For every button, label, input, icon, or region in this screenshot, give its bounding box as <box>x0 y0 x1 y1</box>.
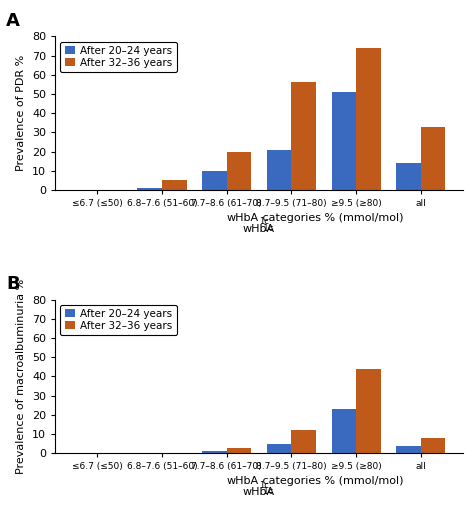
Text: wHbA: wHbA <box>243 487 275 497</box>
Text: A: A <box>6 12 20 30</box>
Legend: After 20–24 years, After 32–36 years: After 20–24 years, After 32–36 years <box>60 305 177 335</box>
Y-axis label: Prevalence of PDR %: Prevalence of PDR % <box>17 55 27 171</box>
Bar <box>356 369 381 453</box>
Text: wHbA: wHbA <box>243 224 275 234</box>
Text: 1c: 1c <box>259 481 269 489</box>
Bar <box>137 188 162 190</box>
Bar <box>202 451 227 453</box>
Bar <box>421 126 446 190</box>
Bar <box>292 82 316 190</box>
Bar <box>331 92 356 190</box>
Bar <box>227 448 251 453</box>
Text: 1c: 1c <box>245 224 273 233</box>
Text: 1c: 1c <box>245 487 273 496</box>
Text: B: B <box>6 276 20 293</box>
Bar <box>267 150 292 190</box>
Bar <box>396 163 421 190</box>
Bar <box>292 430 316 453</box>
Text: categories % (mmol/mol): categories % (mmol/mol) <box>259 213 403 223</box>
Bar <box>227 152 251 190</box>
Bar <box>396 446 421 453</box>
Text: wHbA: wHbA <box>227 476 259 486</box>
Legend: After 20–24 years, After 32–36 years: After 20–24 years, After 32–36 years <box>60 42 177 72</box>
Bar <box>162 180 187 190</box>
Bar <box>331 409 356 453</box>
Bar <box>421 438 446 453</box>
Text: categories % (mmol/mol): categories % (mmol/mol) <box>259 476 403 486</box>
Bar <box>202 171 227 190</box>
Text: 1c: 1c <box>259 217 269 226</box>
Bar <box>356 48 381 190</box>
Bar <box>267 444 292 453</box>
Y-axis label: Prevalence of macroalbuminuria %: Prevalence of macroalbuminuria % <box>17 279 27 474</box>
Text: wHbA: wHbA <box>227 213 259 223</box>
